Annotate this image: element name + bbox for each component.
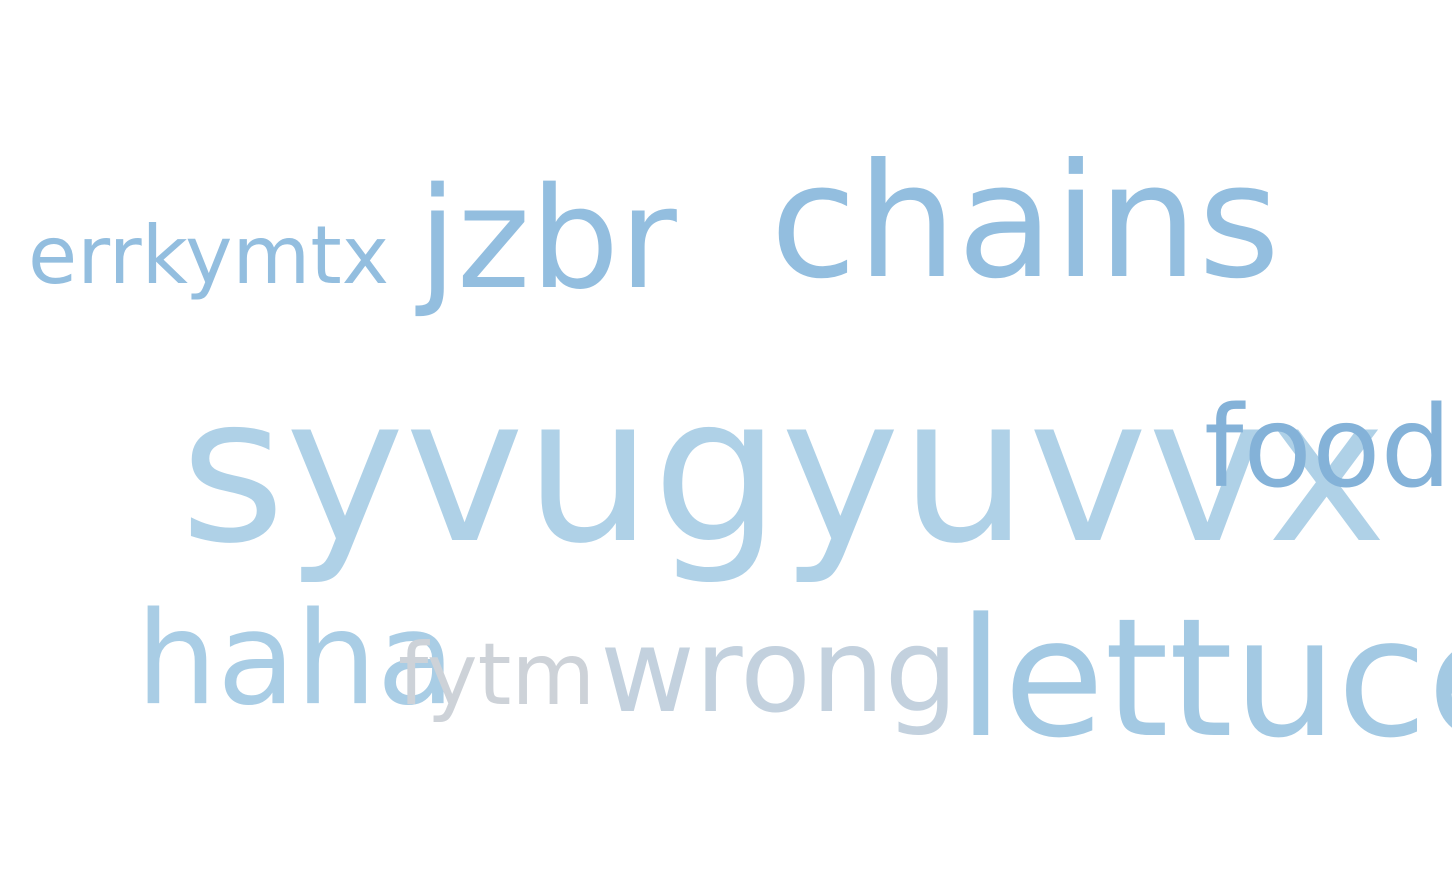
word-lettuce: lettuce [958, 583, 1452, 774]
word-haha: haha [136, 585, 456, 734]
word-jzbr: jzbr [418, 158, 677, 321]
word-syvugyuvvx: syvugyuvvx [180, 352, 1387, 588]
word-food: food [1204, 383, 1452, 513]
word-errkymtx: errkymtx [28, 209, 390, 302]
word-wrong: wrong [600, 604, 959, 739]
word-chains: chains [770, 130, 1281, 314]
word-fytm: fytm [398, 625, 596, 725]
